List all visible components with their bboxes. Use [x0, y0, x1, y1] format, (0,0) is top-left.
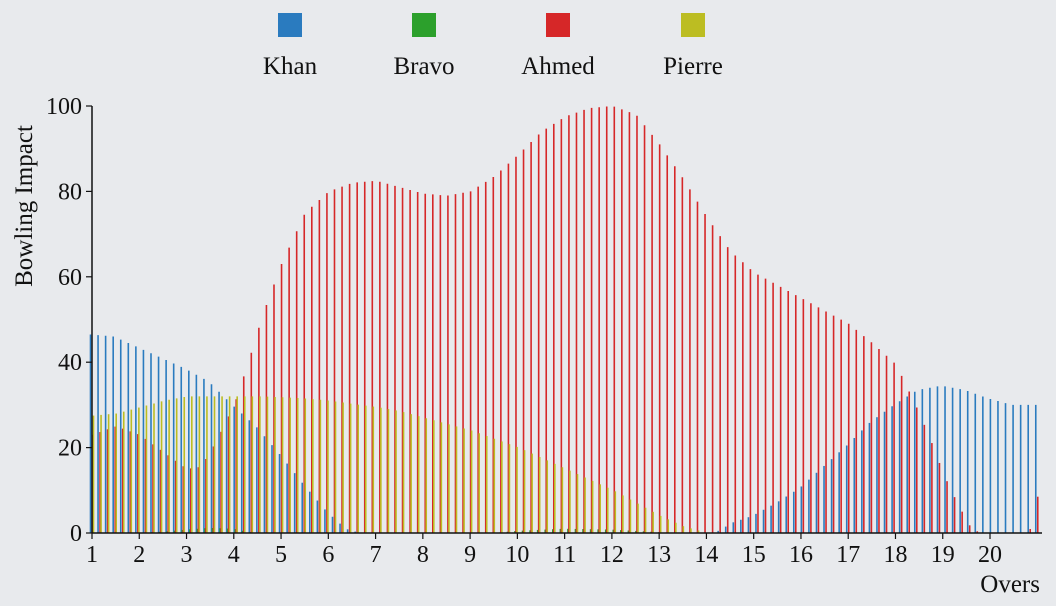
legend-swatch-pierre	[681, 13, 705, 37]
x-tick-label: 12	[600, 542, 624, 568]
x-tick-label: 9	[464, 542, 476, 568]
x-tick-label: 8	[417, 542, 429, 568]
y-tick-label: 80	[58, 179, 82, 205]
x-tick-label: 15	[742, 542, 766, 568]
x-tick-label: 16	[789, 542, 813, 568]
legend-swatch-khan	[278, 13, 302, 37]
x-tick-label: 10	[505, 542, 529, 568]
x-axis-title: Overs	[980, 571, 1040, 598]
y-axis-title: Bowling Impact	[11, 125, 38, 287]
y-tick-label: 40	[58, 350, 82, 376]
x-tick-label: 5	[275, 542, 287, 568]
y-tick-label: 0	[70, 521, 82, 547]
legend-label-pierre: Pierre	[663, 53, 723, 80]
x-tick-label: 20	[978, 542, 1002, 568]
x-tick-label: 6	[322, 542, 334, 568]
x-tick-label: 13	[647, 542, 671, 568]
legend: Khan Bravo Ahmed Pierre	[263, 13, 723, 80]
series-ahmed	[91, 106, 1039, 533]
legend-label-khan: Khan	[263, 53, 318, 80]
x-tick-label: 14	[694, 542, 718, 568]
x-tick-label: 18	[883, 542, 907, 568]
series-khan	[89, 334, 1037, 533]
x-tick-label: 7	[370, 542, 382, 568]
x-tick-label: 3	[181, 542, 193, 568]
axes	[91, 106, 1042, 534]
x-tick-label: 11	[553, 542, 576, 568]
x-axis-ticks: 1 2 3 4 5 6 7 8 9 10 11 12 13 14 15 16 17 18 19 20	[86, 533, 1002, 568]
x-tick-label: 1	[86, 542, 98, 568]
y-tick-label: 60	[58, 265, 82, 291]
bars	[89, 106, 1039, 533]
y-axis-ticks: 0 20 40 60 80 100	[46, 94, 92, 547]
x-tick-label: 2	[133, 542, 145, 568]
y-tick-label: 20	[58, 436, 82, 462]
legend-label-bravo: Bravo	[393, 53, 454, 80]
x-tick-label: 19	[931, 542, 955, 568]
x-tick-label: 4	[228, 542, 240, 568]
series-pierre	[92, 396, 707, 533]
legend-swatch-bravo	[412, 13, 436, 37]
x-tick-label: 17	[836, 542, 860, 568]
y-tick-label: 100	[46, 94, 82, 120]
legend-label-ahmed: Ahmed	[521, 53, 595, 80]
legend-swatch-ahmed	[546, 13, 570, 37]
